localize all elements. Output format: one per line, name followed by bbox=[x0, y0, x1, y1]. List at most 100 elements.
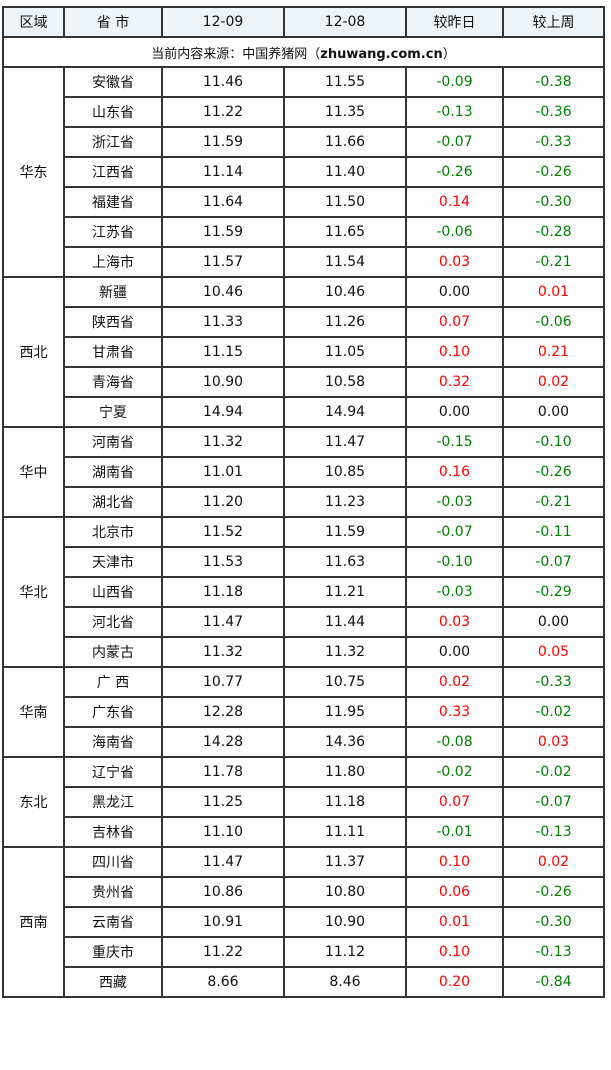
change-vs-last-week-cell: -0.33 bbox=[502, 126, 605, 158]
change-vs-yesterday-cell: 0.03 bbox=[405, 606, 504, 638]
province-cell: 云南省 bbox=[63, 906, 163, 938]
change-vs-yesterday-cell: -0.01 bbox=[405, 816, 504, 848]
change-vs-yesterday-cell: 0.10 bbox=[405, 336, 504, 368]
pig-price-table: 区域 省 市 12-09 12-08 较昨日 较上周 当前内容来源：中国养猪网（… bbox=[2, 6, 605, 998]
price-1208-cell: 11.55 bbox=[283, 66, 407, 98]
change-vs-last-week-cell: -0.84 bbox=[502, 966, 605, 998]
price-1209-cell: 11.32 bbox=[161, 636, 285, 668]
header-vs-yesterday: 较昨日 bbox=[405, 6, 504, 38]
header-province: 省 市 bbox=[63, 6, 163, 38]
price-1208-cell: 11.37 bbox=[283, 846, 407, 878]
change-vs-yesterday-cell: 0.00 bbox=[405, 276, 504, 308]
source-note: 当前内容来源：中国养猪网（zhuwang.com.cn） bbox=[2, 36, 605, 68]
province-cell: 宁夏 bbox=[63, 396, 163, 428]
change-vs-last-week-cell: -0.36 bbox=[502, 96, 605, 128]
province-cell: 湖北省 bbox=[63, 486, 163, 518]
table-row: 黑龙江 11.25 11.18 0.07 -0.07 bbox=[3, 786, 605, 818]
price-1208-cell: 11.18 bbox=[283, 786, 407, 818]
change-vs-last-week-cell: 0.03 bbox=[502, 726, 605, 758]
price-1209-cell: 11.18 bbox=[161, 576, 285, 608]
table-row: 西南 四川省 11.47 11.37 0.10 0.02 bbox=[2, 846, 605, 998]
price-1209-cell: 11.20 bbox=[161, 486, 285, 518]
change-vs-last-week-cell: -0.13 bbox=[502, 816, 605, 848]
table-row: 天津市 11.53 11.63 -0.10 -0.07 bbox=[3, 546, 605, 578]
header-date2: 12-08 bbox=[283, 6, 407, 38]
price-1209-cell: 11.15 bbox=[161, 336, 285, 368]
province-cell: 贵州省 bbox=[63, 876, 163, 908]
table-row: 东北 辽宁省 11.78 11.80 -0.02 -0.02 bbox=[2, 756, 605, 848]
price-1209-cell: 11.33 bbox=[161, 306, 285, 338]
table-row: 云南省 10.91 10.90 0.01 -0.30 bbox=[3, 906, 605, 938]
province-cell: 甘肃省 bbox=[63, 336, 163, 368]
change-vs-last-week-cell: -0.11 bbox=[502, 516, 605, 548]
change-vs-last-week-cell: 0.00 bbox=[502, 606, 605, 638]
change-vs-last-week-cell: -0.38 bbox=[502, 66, 605, 98]
change-vs-last-week-cell: 0.02 bbox=[502, 846, 605, 878]
price-1209-cell: 11.10 bbox=[161, 816, 285, 848]
change-vs-last-week-cell: 0.21 bbox=[502, 336, 605, 368]
price-1208-cell: 11.35 bbox=[283, 96, 407, 128]
table-row: 甘肃省 11.15 11.05 0.10 0.21 bbox=[3, 336, 605, 368]
province-cell: 浙江省 bbox=[63, 126, 163, 158]
price-1208-cell: 14.36 bbox=[283, 726, 407, 758]
price-1208-cell: 11.12 bbox=[283, 936, 407, 968]
price-1208-cell: 11.65 bbox=[283, 216, 407, 248]
province-cell: 河北省 bbox=[63, 606, 163, 638]
table-row: 陕西省 11.33 11.26 0.07 -0.06 bbox=[3, 306, 605, 338]
province-cell: 辽宁省 bbox=[63, 756, 163, 788]
price-1209-cell: 11.64 bbox=[161, 186, 285, 218]
table-row: 山东省 11.22 11.35 -0.13 -0.36 bbox=[3, 96, 605, 128]
price-1208-cell: 11.66 bbox=[283, 126, 407, 158]
price-1208-cell: 14.94 bbox=[283, 396, 407, 428]
table-row: 河北省 11.47 11.44 0.03 0.00 bbox=[3, 606, 605, 638]
price-1209-cell: 12.28 bbox=[161, 696, 285, 728]
change-vs-last-week-cell: 0.05 bbox=[502, 636, 605, 668]
province-cell: 江苏省 bbox=[63, 216, 163, 248]
change-vs-yesterday-cell: 0.14 bbox=[405, 186, 504, 218]
price-1209-cell: 11.14 bbox=[161, 156, 285, 188]
change-vs-last-week-cell: -0.30 bbox=[502, 186, 605, 218]
change-vs-yesterday-cell: 0.07 bbox=[405, 306, 504, 338]
change-vs-yesterday-cell: -0.09 bbox=[405, 66, 504, 98]
price-1208-cell: 11.26 bbox=[283, 306, 407, 338]
change-vs-last-week-cell: -0.29 bbox=[502, 576, 605, 608]
price-1208-cell: 11.32 bbox=[283, 636, 407, 668]
change-vs-last-week-cell: -0.33 bbox=[502, 666, 605, 698]
change-vs-yesterday-cell: -0.03 bbox=[405, 576, 504, 608]
province-cell: 西藏 bbox=[63, 966, 163, 998]
change-vs-last-week-cell: -0.21 bbox=[502, 246, 605, 278]
price-1209-cell: 11.59 bbox=[161, 216, 285, 248]
price-1208-cell: 8.46 bbox=[283, 966, 407, 998]
change-vs-last-week-cell: -0.30 bbox=[502, 906, 605, 938]
table-row: 福建省 11.64 11.50 0.14 -0.30 bbox=[3, 186, 605, 218]
table-row: 湖南省 11.01 10.85 0.16 -0.26 bbox=[3, 456, 605, 488]
table-row: 西北 新疆 10.46 10.46 0.00 0.01 bbox=[2, 276, 605, 428]
province-cell: 广东省 bbox=[63, 696, 163, 728]
price-1209-cell: 10.91 bbox=[161, 906, 285, 938]
price-1209-cell: 11.78 bbox=[161, 756, 285, 788]
table-row: 广东省 12.28 11.95 0.33 -0.02 bbox=[3, 696, 605, 728]
change-vs-yesterday-cell: 0.32 bbox=[405, 366, 504, 398]
header-region: 区域 bbox=[2, 6, 65, 38]
table-row: 浙江省 11.59 11.66 -0.07 -0.33 bbox=[3, 126, 605, 158]
change-vs-yesterday-cell: 0.06 bbox=[405, 876, 504, 908]
province-cell: 上海市 bbox=[63, 246, 163, 278]
price-1209-cell: 11.52 bbox=[161, 516, 285, 548]
province-cell: 安徽省 bbox=[63, 66, 163, 98]
source-row: 当前内容来源：中国养猪网（zhuwang.com.cn） bbox=[2, 36, 605, 68]
change-vs-yesterday-cell: 0.01 bbox=[405, 906, 504, 938]
table-row: 上海市 11.57 11.54 0.03 -0.21 bbox=[3, 246, 605, 278]
province-cell: 湖南省 bbox=[63, 456, 163, 488]
province-cell: 河南省 bbox=[63, 426, 163, 458]
price-1209-cell: 14.28 bbox=[161, 726, 285, 758]
price-1209-cell: 10.77 bbox=[161, 666, 285, 698]
price-1208-cell: 11.80 bbox=[283, 756, 407, 788]
price-1209-cell: 10.46 bbox=[161, 276, 285, 308]
province-cell: 新疆 bbox=[63, 276, 163, 308]
region-cell: 西北 bbox=[2, 276, 65, 428]
header-date1: 12-09 bbox=[161, 6, 285, 38]
price-1209-cell: 11.57 bbox=[161, 246, 285, 278]
province-cell: 山西省 bbox=[63, 576, 163, 608]
change-vs-yesterday-cell: 0.07 bbox=[405, 786, 504, 818]
header-vs-last-week: 较上周 bbox=[502, 6, 605, 38]
